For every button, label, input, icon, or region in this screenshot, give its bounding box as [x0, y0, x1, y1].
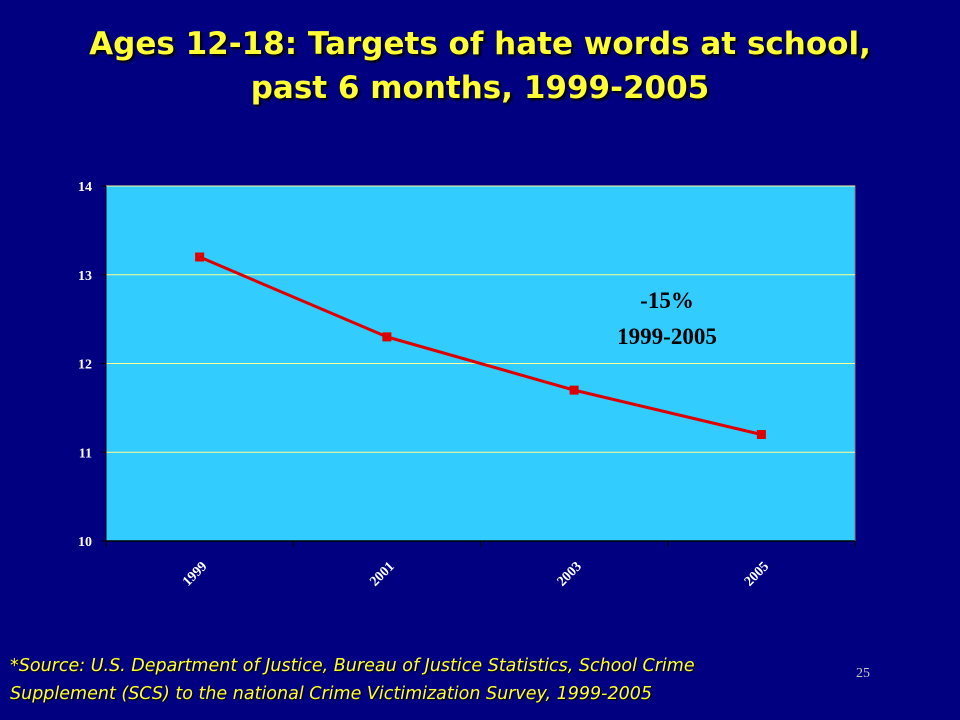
source-note-line-1: *Source: U.S. Department of Justice, Bur…: [10, 656, 695, 676]
y-tick-label: 12: [78, 358, 92, 373]
chart-annotation-line: -15%: [640, 288, 694, 313]
slide-title-line-2: past 6 months, 1999-2005: [250, 70, 710, 106]
source-note-line-2: Supplement (SCS) to the national Crime V…: [10, 684, 653, 704]
source-note: *Source: U.S. Department of Justice, Bur…: [10, 652, 850, 708]
x-tick-label: 1999: [180, 559, 210, 589]
data-point: [569, 385, 579, 395]
x-tick-label: 2003: [555, 559, 585, 589]
data-point: [756, 430, 766, 439]
y-tick-label: 10: [78, 535, 92, 550]
y-tick-label: 13: [78, 269, 92, 284]
x-tick-label: 2001: [367, 559, 397, 589]
data-point: [195, 252, 205, 262]
slide-title-line-1: Ages 12-18: Targets of hate words at sch…: [89, 26, 871, 62]
series-line: [199, 255, 762, 436]
y-tick-label: 11: [79, 446, 92, 461]
slide-title: Ages 12-18: Targets of hate words at sch…: [0, 22, 960, 110]
page-number: 25: [856, 666, 870, 681]
chart-annotation-line: 1999-2005: [617, 324, 717, 349]
data-point: [382, 332, 392, 342]
x-tick-label: 2005: [742, 559, 772, 589]
y-tick-label: 14: [78, 180, 92, 195]
